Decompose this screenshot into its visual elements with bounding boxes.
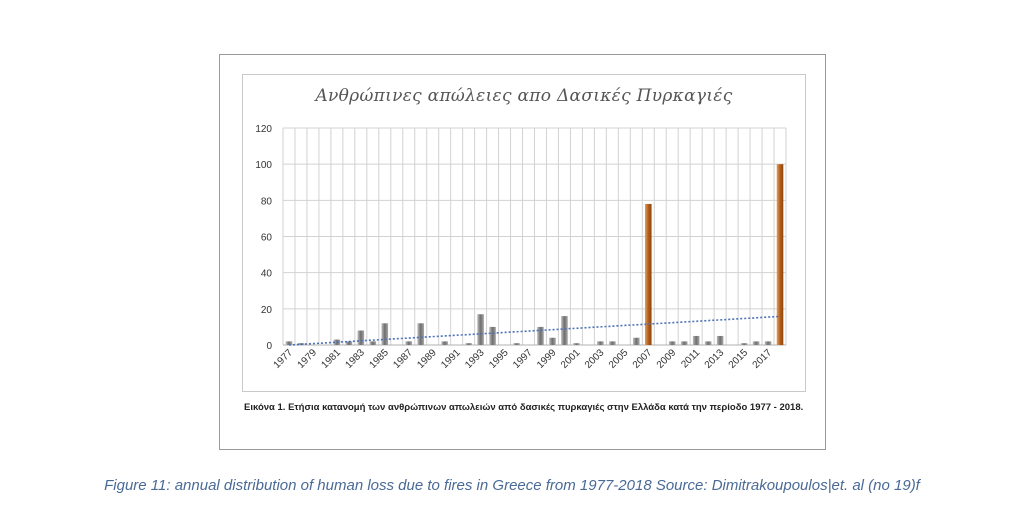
chart-area — [242, 74, 806, 392]
bar — [561, 316, 568, 345]
bar — [549, 337, 556, 345]
x-tick-label: 1993 — [463, 347, 487, 371]
y-tick-label: 40 — [261, 269, 273, 280]
bar — [405, 341, 413, 345]
bar — [668, 341, 676, 345]
bar — [573, 343, 580, 345]
bar — [609, 341, 616, 345]
bar — [333, 339, 341, 345]
x-tick-label: 2013 — [703, 347, 727, 371]
bar — [465, 343, 472, 345]
chart-title: Ανθρώπινες απώλειες απο Δασικές Πυρκαγιέ… — [315, 86, 733, 106]
bar — [477, 314, 484, 345]
x-tick-label: 1979 — [296, 347, 320, 371]
bar — [369, 341, 377, 345]
x-tick-label: 1983 — [343, 347, 367, 371]
bar — [776, 164, 784, 345]
bar — [417, 323, 425, 345]
bar — [633, 337, 640, 345]
y-tick-label: 0 — [266, 341, 272, 352]
y-tick-label: 100 — [255, 160, 272, 171]
bar — [716, 335, 724, 345]
bar — [285, 341, 293, 345]
x-tick-label: 1981 — [320, 347, 344, 371]
bar — [489, 326, 496, 345]
trendline — [288, 315, 781, 346]
y-tick-label: 60 — [261, 233, 273, 244]
x-tick-label: 2017 — [751, 347, 775, 371]
y-tick-label: 20 — [261, 305, 273, 316]
bar — [345, 341, 353, 345]
bar — [513, 343, 520, 345]
bar — [680, 341, 688, 345]
bar — [381, 323, 389, 345]
x-tick-label: 1999 — [535, 347, 559, 371]
x-tick-label: 2005 — [607, 347, 631, 371]
bar — [357, 330, 365, 345]
bar — [692, 335, 700, 345]
x-tick-label: 2001 — [559, 347, 583, 371]
x-tick-label: 2003 — [583, 347, 607, 371]
bar — [644, 203, 652, 345]
x-tick-label: 1997 — [511, 347, 535, 371]
x-tick-label: 1989 — [415, 347, 439, 371]
figure-caption: Figure 11: annual distribution of human … — [104, 477, 920, 494]
bar — [764, 341, 772, 345]
x-tick-label: 1991 — [439, 347, 463, 371]
x-tick-label: 2009 — [655, 347, 679, 371]
y-tick-label: 80 — [261, 196, 273, 207]
bar — [441, 341, 448, 345]
bar — [537, 326, 544, 345]
x-tick-label: 1987 — [391, 347, 415, 371]
greek-caption: Εικόνα 1. Ετήσια κατανομή των ανθρώπινων… — [244, 402, 804, 413]
x-tick-label: 2011 — [679, 347, 702, 370]
x-tick-label: 1977 — [272, 347, 296, 371]
y-tick-label: 120 — [255, 124, 272, 135]
x-tick-label: 2015 — [727, 347, 751, 371]
bar — [597, 341, 604, 345]
x-tick-label: 1985 — [367, 347, 391, 371]
bar — [740, 343, 748, 345]
bar — [752, 341, 760, 345]
x-tick-label: 2007 — [631, 347, 655, 371]
bar — [704, 341, 712, 345]
x-tick-label: 1995 — [487, 347, 511, 371]
